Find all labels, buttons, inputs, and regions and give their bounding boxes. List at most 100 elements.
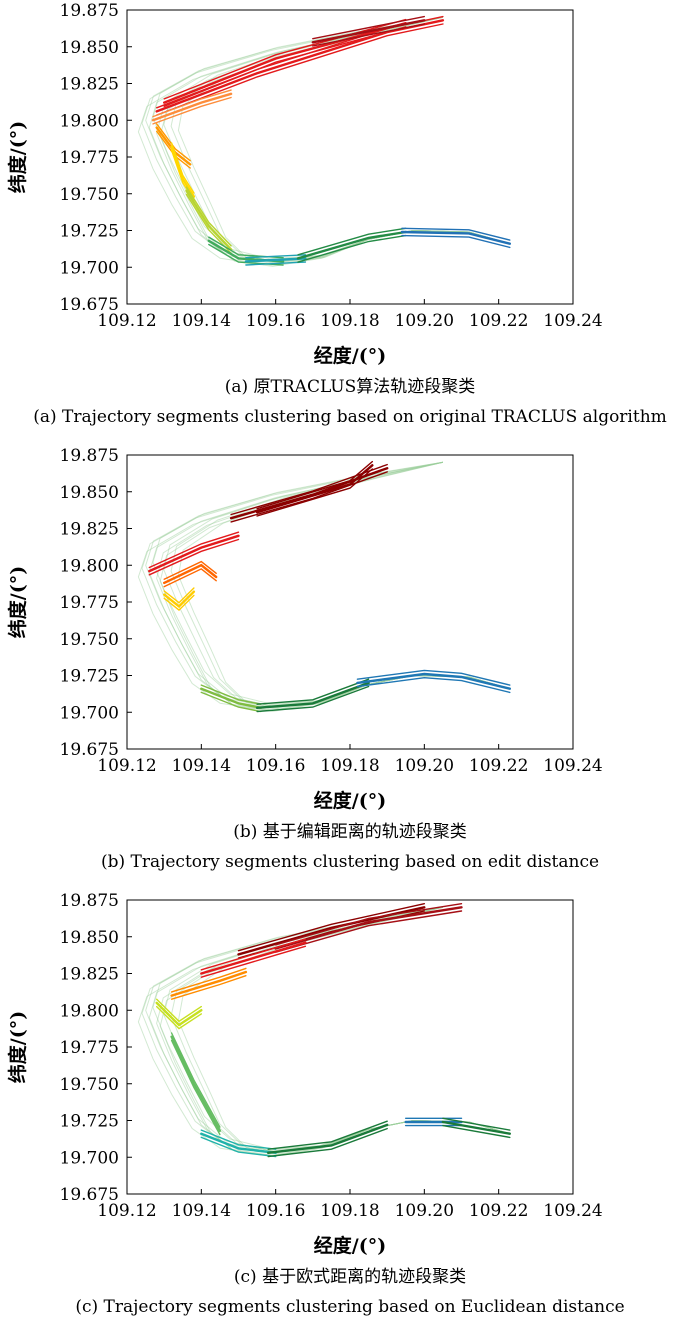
cluster-segment-6: [185, 189, 233, 251]
cluster-segment-8: [245, 254, 307, 259]
x-axis-title-c: 经度/(°): [314, 1234, 386, 1257]
ticks-c: 109.12 109.14 109.16 109.18 109.20 109.22 109.…: [60, 891, 603, 1221]
background-trajectory: [163, 461, 510, 708]
segments-b: [148, 460, 511, 713]
cluster-segment-5: [170, 1032, 221, 1128]
cluster-segment-5: [200, 691, 262, 713]
y-tick-label: 19.800: [60, 111, 119, 131]
cluster-segment-2: [312, 23, 425, 47]
y-axis-title-b: 纬度/(°): [6, 566, 29, 638]
cluster-segment-1: [255, 464, 374, 514]
y-tick-label: 19.675: [60, 740, 119, 760]
cluster-segment-9: [441, 1120, 511, 1135]
cluster-segment-3: [163, 560, 217, 580]
plot-frame-a: [126, 9, 574, 305]
cluster-segment-9: [296, 230, 407, 260]
background-trajectory: [152, 461, 510, 705]
y-tick-label: 19.800: [60, 1001, 119, 1021]
cluster-segment-0: [230, 471, 388, 523]
ticks-b: 109.12 109.14 109.16 109.18 109.20 109.22 109.…: [60, 446, 603, 776]
caption-zh-c: (c) 基于欧式距离的轨迹段聚类: [234, 1267, 466, 1287]
y-axis-title-a: 纬度/(°): [6, 121, 29, 193]
y-tick-label: 19.700: [60, 1148, 119, 1168]
y-tick-label: 19.775: [60, 1038, 119, 1058]
cluster-segment-2: [200, 941, 307, 975]
x-tick-label: 109.12: [97, 311, 156, 331]
cluster-segment-2: [200, 938, 307, 971]
cluster-segment-3: [152, 96, 232, 125]
x-axis-title-a: 经度/(°): [314, 344, 386, 367]
trajectory-bundle-c: [137, 906, 510, 1157]
caption-zh-b: (b) 基于编辑距离的轨迹段聚类: [233, 822, 467, 842]
y-tick-label: 19.750: [60, 185, 119, 205]
cluster-segment-10: [401, 227, 511, 241]
x-tick-label: 109.14: [172, 311, 231, 331]
caption-en-b: (b) Trajectory segments clustering based…: [101, 852, 599, 872]
y-tick-label: 19.750: [60, 630, 119, 650]
background-trajectory: [137, 906, 510, 1156]
background-trajectory: [177, 461, 510, 710]
cluster-segment-1: [162, 22, 407, 104]
x-tick-label: 109.24: [543, 756, 602, 776]
y-tick-label: 19.875: [60, 446, 119, 466]
y-tick-label: 19.825: [60, 75, 119, 95]
x-axis-title-b: 经度/(°): [314, 789, 386, 812]
cluster-segment-7: [356, 672, 511, 690]
cluster-segment-9: [442, 1117, 511, 1131]
cluster-segment-1: [256, 468, 373, 517]
y-tick-label: 19.850: [60, 928, 119, 948]
y-tick-label: 19.675: [60, 1185, 119, 1205]
y-tick-label: 19.850: [60, 38, 119, 58]
y-axis-title-c: 纬度/(°): [6, 1011, 29, 1083]
cluster-segment-9: [297, 227, 407, 256]
cluster-segment-4: [155, 1005, 203, 1030]
cluster-segment-2: [148, 531, 240, 569]
cluster-segment-4: [155, 123, 191, 162]
background-trajectory: [145, 906, 510, 1151]
x-tick-label: 109.16: [246, 1201, 305, 1221]
y-tick-label: 19.825: [60, 965, 119, 985]
y-tick-label: 19.875: [60, 891, 119, 911]
x-tick-label: 109.18: [320, 311, 379, 331]
cluster-segment-2: [148, 538, 240, 576]
x-tick-label: 109.18: [320, 1201, 379, 1221]
cluster-segment-6: [200, 1129, 277, 1150]
x-tick-label: 109.20: [395, 1201, 454, 1221]
x-tick-label: 109.12: [97, 756, 156, 776]
cluster-segment-6: [256, 685, 370, 713]
cluster-segment-5: [170, 1035, 222, 1133]
background-trajectory: [148, 906, 510, 1154]
cluster-segment-0: [155, 23, 444, 116]
cluster-segment-2: [148, 534, 240, 573]
cluster-segment-2: [312, 15, 425, 40]
y-tick-label: 19.825: [60, 520, 119, 540]
y-tick-label: 19.725: [60, 1112, 119, 1132]
background-trajectory: [156, 461, 510, 711]
cluster-segment-3: [152, 89, 232, 118]
y-tick-label: 19.800: [60, 556, 119, 576]
cluster-segment-1: [163, 26, 407, 108]
cluster-segment-3: [162, 563, 218, 585]
background-trajectory: [177, 906, 510, 1155]
cluster-segment-7: [267, 1127, 388, 1158]
cluster-segment-6: [256, 678, 370, 705]
cluster-segment-3: [170, 970, 248, 997]
x-tick-label: 109.24: [543, 1201, 602, 1221]
y-tick-label: 19.675: [60, 295, 119, 315]
cluster-segment-4: [162, 590, 196, 609]
x-tick-label: 109.24: [543, 311, 602, 331]
trajectory-bundle-b: [137, 461, 510, 712]
cluster-segment-6: [200, 1136, 277, 1158]
cluster-segment-0: [237, 903, 425, 952]
panel-c: 109.12 109.14 109.16 109.18 109.20 109.22 109.…: [6, 891, 625, 1317]
y-tick-label: 19.775: [60, 148, 119, 168]
background-trajectory: [177, 16, 510, 265]
x-tick-label: 109.20: [395, 311, 454, 331]
cluster-segment-4: [163, 594, 195, 612]
cluster-segment-2: [311, 19, 426, 44]
cluster-segment-3: [151, 92, 233, 122]
y-tick-label: 19.750: [60, 1075, 119, 1095]
plot-frame-b: [126, 454, 574, 750]
cluster-segment-9: [442, 1124, 511, 1139]
